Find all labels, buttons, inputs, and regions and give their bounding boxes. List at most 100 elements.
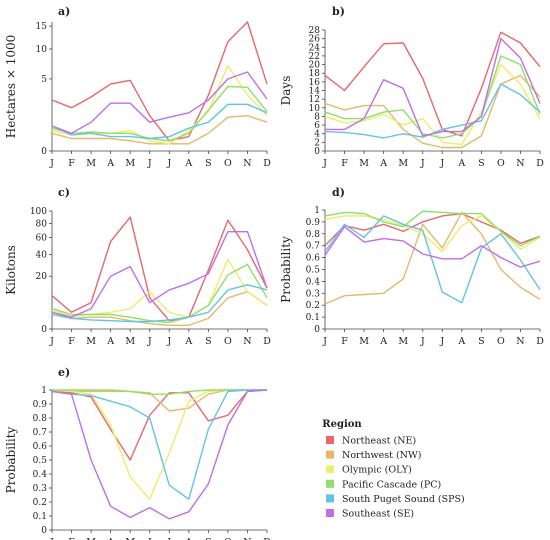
x-tick-label: F (68, 537, 75, 540)
x-tick-label: O (497, 158, 505, 169)
legend-swatch (326, 509, 334, 517)
x-tick-label: A (184, 537, 192, 540)
x-tick-label: O (224, 158, 232, 169)
y-tick-label: 0 (41, 147, 47, 157)
y-tick-label: 26 (309, 35, 321, 45)
x-tick-label: D (263, 336, 271, 347)
y-tick-label: 0.5 (306, 266, 321, 276)
y-tick-label: 0.5 (33, 456, 48, 466)
x-tick-label: S (478, 158, 485, 169)
x-tick-label: N (243, 336, 251, 347)
x-tick-label: A (106, 158, 114, 169)
series-line (324, 225, 541, 268)
y-tick-label: 0.4 (306, 277, 321, 287)
y-tick-label: 0.6 (306, 254, 321, 264)
y-tick-label: 2 (314, 138, 320, 148)
y-tick-label: 8 (314, 112, 320, 122)
x-tick-label: J (439, 336, 444, 347)
series-line (52, 389, 267, 395)
x-tick-label: D (536, 336, 544, 347)
series-line (51, 284, 268, 323)
x-tick-label: M (359, 336, 369, 347)
x-tick-label: M (125, 336, 135, 347)
legend-label: Northwest (NW) (342, 450, 421, 461)
y-axis-label: Probability (279, 236, 293, 303)
series-line (51, 389, 268, 520)
legend: Region Northeast (NE) Northwest (NW) Olymp… (322, 419, 464, 520)
series-line (51, 389, 267, 500)
y-tick-label: 0.8 (33, 414, 48, 424)
legend-items: Northeast (NE) Northwest (NW) Olympic (OLY… (326, 436, 465, 520)
x-tick-label: J (420, 158, 425, 169)
legend-title: Region (322, 419, 362, 430)
x-tick-label: N (516, 336, 524, 347)
x-tick-label: J (322, 158, 327, 169)
x-tick-label: M (125, 158, 135, 169)
series-line (51, 263, 268, 324)
y-tick-label: 15 (36, 22, 48, 32)
y-tick-label: 4 (314, 130, 320, 140)
y-tick-label: 80 (36, 219, 48, 229)
x-tick-label: J (439, 158, 444, 169)
y-tick-label: 10 (309, 104, 321, 114)
y-tick-label: 0.9 (33, 400, 48, 410)
x-tick-label: O (224, 537, 232, 540)
x-tick-label: O (224, 336, 232, 347)
y-tick-label: 0.3 (306, 289, 321, 299)
y-tick-label: 28 (309, 26, 321, 36)
y-tick-label: 14 (309, 87, 321, 97)
x-tick-label: J (147, 336, 152, 347)
x-tick-label: A (184, 336, 192, 347)
y-tick-label: 60 (36, 234, 48, 244)
panel-label: e) (58, 366, 70, 379)
y-tick-label: 0.9 (306, 218, 321, 228)
x-tick-label: M (86, 158, 96, 169)
legend-item: Olympic (OLY) (326, 465, 412, 476)
legend-item: South Puget Sound (SPS) (326, 494, 465, 505)
y-tick-label: 0 (41, 526, 47, 536)
x-tick-label: M (398, 336, 408, 347)
x-tick-label: S (205, 336, 212, 347)
x-tick-label: A (106, 537, 114, 540)
y-tick-label: 0.1 (33, 512, 47, 522)
legend-swatch (326, 436, 334, 444)
series-line (51, 21, 268, 142)
y-tick-label: 0.4 (33, 470, 48, 480)
x-tick-label: J (147, 158, 152, 169)
series-line (324, 210, 541, 247)
x-tick-label: N (243, 537, 251, 540)
legend-label: Olympic (OLY) (342, 465, 412, 476)
y-axis-label: Hectares × 1000 (4, 35, 18, 138)
y-tick-label: 0.7 (306, 242, 321, 252)
y-tick-label: 0 (314, 325, 320, 335)
y-tick-label: 12 (309, 95, 320, 105)
x-tick-label: A (457, 158, 465, 169)
series-line (324, 31, 541, 137)
series-line (51, 85, 268, 142)
x-tick-label: J (147, 537, 152, 540)
x-tick-label: S (478, 336, 485, 347)
y-tick-label: 16 (309, 78, 321, 88)
panel-label: d) (332, 186, 345, 199)
panel-label: a) (58, 5, 70, 18)
x-tick-label: F (341, 158, 348, 169)
x-tick-label: J (420, 336, 425, 347)
y-tick-label: 0.7 (33, 428, 48, 438)
y-tick-label: 1 (314, 206, 320, 216)
series-line (324, 55, 541, 139)
y-tick-label: 20 (36, 272, 48, 282)
x-tick-label: M (86, 336, 96, 347)
x-tick-label: O (497, 336, 505, 347)
y-tick-label: 18 (309, 69, 321, 79)
y-tick-label: 22 (309, 52, 320, 62)
legend-swatch (326, 465, 334, 474)
legend-label: South Puget Sound (SPS) (342, 494, 465, 505)
y-tick-label: 1 (41, 386, 47, 396)
x-tick-label: J (166, 158, 171, 169)
legend-swatch (326, 479, 334, 488)
y-axis-label: Kilotons (4, 245, 18, 295)
x-tick-label: J (49, 336, 54, 347)
y-tick-label: 0.2 (33, 498, 47, 508)
